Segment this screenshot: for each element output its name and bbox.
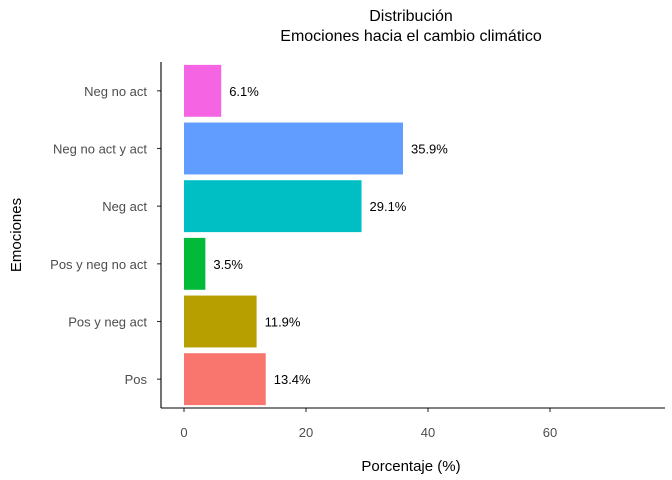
x-axis-title: Porcentaje (%) [361, 458, 460, 475]
chart-title: Distribución [369, 8, 453, 25]
data-label-pos-y-neg-no-act: 3.5% [213, 257, 243, 272]
y-tick-label-neg-act: Neg act [102, 199, 147, 214]
y-tick-labels: Pos Pos y neg act Pos y neg no act Neg act N… [50, 84, 161, 387]
data-label-pos: 13.4% [274, 372, 311, 387]
x-tick-label-40: 40 [421, 425, 435, 440]
x-tick-label-60: 60 [543, 425, 557, 440]
y-axis-title: Emociones [8, 198, 25, 272]
data-label-neg-no-act-y-act: 35.9% [411, 142, 448, 157]
bar-pos [184, 353, 266, 406]
data-label-neg-act: 29.1% [370, 199, 407, 214]
x-ticks: 0 20 40 60 [180, 408, 557, 440]
chart-subtitle: Emociones hacia el cambio climático [280, 28, 542, 45]
bars-group: 13.4% 11.9% 3.5% 29.1% 35.9% 6.1% [184, 64, 448, 406]
data-label-pos-y-neg-act: 11.9% [265, 315, 301, 330]
bar-neg-no-act [184, 64, 222, 117]
bar-neg-act [184, 180, 362, 233]
data-label-neg-no-act: 6.1% [229, 84, 259, 99]
y-tick-label-neg-no-act-y-act: Neg no act y act [53, 142, 147, 157]
y-tick-label-pos-y-neg-act: Pos y neg act [68, 315, 147, 330]
x-tick-label-0: 0 [180, 425, 187, 440]
bar-pos-y-neg-no-act [184, 237, 206, 290]
y-tick-label-pos: Pos [125, 372, 148, 387]
y-tick-label-pos-y-neg-no-act: Pos y neg no act [50, 257, 147, 272]
bar-neg-no-act-y-act [184, 122, 403, 175]
y-tick-label-neg-no-act: Neg no act [84, 84, 147, 99]
x-tick-label-20: 20 [299, 425, 313, 440]
bar-pos-y-neg-act [184, 295, 257, 348]
